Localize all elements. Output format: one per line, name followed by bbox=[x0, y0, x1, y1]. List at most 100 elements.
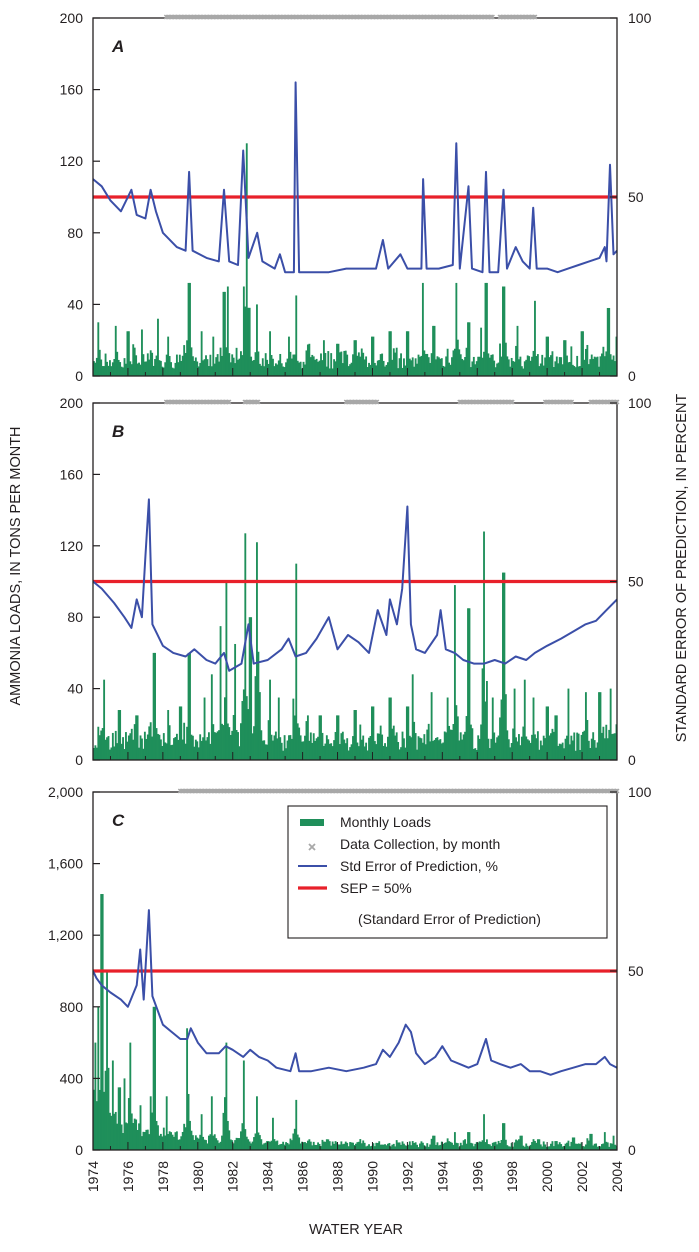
monthly-load-bar bbox=[101, 894, 104, 1150]
monthly-load-bar bbox=[544, 1144, 547, 1150]
monthly-load-bar bbox=[346, 354, 349, 376]
monthly-load-bar bbox=[298, 1137, 301, 1150]
right-tick-label: 0 bbox=[628, 752, 636, 768]
monthly-load-bar bbox=[337, 1144, 340, 1150]
monthly-load-bar bbox=[330, 353, 333, 376]
monthly-load-bar bbox=[493, 732, 496, 760]
x-tick-label: 1980 bbox=[190, 1161, 206, 1192]
monthly-load-bar bbox=[295, 1099, 298, 1150]
monthly-load-bar bbox=[347, 1146, 350, 1150]
monthly-load-bar bbox=[373, 741, 376, 760]
monthly-load-bar bbox=[232, 715, 235, 760]
monthly-load-bar bbox=[146, 1129, 149, 1150]
monthly-load-bar bbox=[523, 679, 526, 760]
legend-entry-label: Monthly Loads bbox=[340, 814, 431, 830]
monthly-load-bar bbox=[576, 1143, 579, 1150]
monthly-load-bar bbox=[414, 1142, 417, 1150]
right-tick-label: 100 bbox=[628, 10, 652, 26]
monthly-load-bar bbox=[158, 1135, 161, 1150]
monthly-load-bar bbox=[609, 688, 612, 760]
monthly-load-bar bbox=[539, 1144, 542, 1150]
monthly-load-bar bbox=[590, 738, 593, 760]
monthly-load-bar bbox=[165, 1096, 168, 1150]
monthly-load-bar bbox=[100, 894, 103, 1150]
monthly-load-bar bbox=[132, 344, 135, 376]
monthly-load-bar bbox=[114, 325, 117, 376]
monthly-load-bar bbox=[238, 746, 241, 760]
monthly-load-bar bbox=[417, 354, 420, 376]
monthly-load-bar bbox=[340, 1141, 343, 1150]
monthly-load-bar bbox=[238, 1138, 241, 1150]
monthly-load-bar bbox=[143, 731, 146, 760]
monthly-load-bar bbox=[338, 744, 341, 760]
monthly-load-bar bbox=[174, 362, 177, 376]
monthly-load-bar bbox=[203, 1139, 206, 1150]
monthly-load-bar bbox=[426, 353, 429, 376]
monthly-load-bar bbox=[506, 730, 509, 760]
monthly-load-bar bbox=[209, 354, 212, 376]
monthly-load-bar bbox=[436, 356, 439, 376]
monthly-load-bar bbox=[212, 724, 215, 760]
monthly-load-bar bbox=[127, 331, 130, 376]
monthly-load-bar bbox=[159, 739, 162, 760]
monthly-load-bar bbox=[242, 689, 245, 760]
monthly-load-bar bbox=[171, 1134, 174, 1150]
monthly-load-bar bbox=[285, 1142, 287, 1150]
monthly-load-bar bbox=[394, 352, 397, 376]
monthly-load-bar bbox=[416, 363, 418, 376]
monthly-load-bar bbox=[608, 1146, 611, 1150]
monthly-load-bar bbox=[127, 735, 130, 760]
chart-legend: Monthly Loads Data Collection, by month St… bbox=[287, 805, 608, 939]
monthly-load-bar bbox=[241, 701, 244, 760]
monthly-load-bar bbox=[452, 1144, 455, 1150]
monthly-load-bar bbox=[289, 735, 292, 760]
monthly-load-bar bbox=[528, 356, 531, 376]
x-axis-title: WATER YEAR bbox=[309, 1222, 403, 1238]
monthly-load-bar bbox=[388, 331, 391, 376]
monthly-load-bar bbox=[453, 585, 456, 760]
monthly-load-bar bbox=[353, 1145, 356, 1150]
monthly-load-bar bbox=[290, 1140, 293, 1150]
monthly-load-bar bbox=[116, 743, 119, 760]
monthly-load-bar bbox=[397, 742, 400, 760]
monthly-load-bar bbox=[352, 736, 354, 760]
monthly-load-bar bbox=[206, 737, 209, 760]
monthly-load-bar bbox=[133, 347, 136, 376]
monthly-load-bar bbox=[427, 723, 430, 760]
monthly-load-bar bbox=[547, 336, 549, 376]
monthly-load-bar bbox=[574, 1143, 577, 1150]
left-tick-label: 0 bbox=[75, 752, 83, 768]
monthly-load-bar bbox=[125, 363, 127, 376]
monthly-load-bar bbox=[520, 736, 523, 760]
monthly-load-bar bbox=[213, 732, 216, 760]
monthly-load-bar bbox=[446, 1138, 449, 1150]
monthly-load-bar bbox=[563, 1145, 565, 1150]
monthly-load-bar bbox=[330, 1145, 333, 1150]
monthly-load-bar bbox=[356, 1142, 359, 1150]
monthly-load-bar bbox=[378, 733, 381, 760]
monthly-load-bar bbox=[327, 351, 330, 376]
monthly-load-bar bbox=[605, 1141, 608, 1150]
monthly-load-bar bbox=[175, 733, 178, 760]
monthly-load-bar bbox=[427, 1146, 430, 1150]
monthly-load-bar bbox=[162, 733, 165, 760]
monthly-load-bar bbox=[324, 743, 327, 760]
monthly-load-bar bbox=[574, 750, 577, 760]
data-collection-mark bbox=[488, 14, 494, 20]
monthly-load-bar bbox=[295, 563, 298, 760]
monthly-load-bar bbox=[317, 361, 320, 376]
monthly-load-bar bbox=[363, 1142, 366, 1150]
monthly-load-bar bbox=[224, 291, 226, 376]
monthly-load-bar bbox=[161, 745, 164, 760]
monthly-load-bar bbox=[130, 364, 133, 376]
monthly-load-bar bbox=[210, 1096, 213, 1150]
monthly-load-bar bbox=[400, 747, 402, 760]
monthly-load-bar bbox=[583, 1146, 586, 1150]
monthly-load-bar bbox=[432, 325, 434, 376]
monthly-load-bar bbox=[135, 715, 138, 760]
data-collection-mark bbox=[508, 399, 514, 405]
monthly-load-bar bbox=[391, 1144, 394, 1150]
monthly-load-bar bbox=[331, 1141, 334, 1150]
monthly-load-bar bbox=[103, 366, 106, 376]
right-tick-label: 50 bbox=[628, 574, 644, 590]
